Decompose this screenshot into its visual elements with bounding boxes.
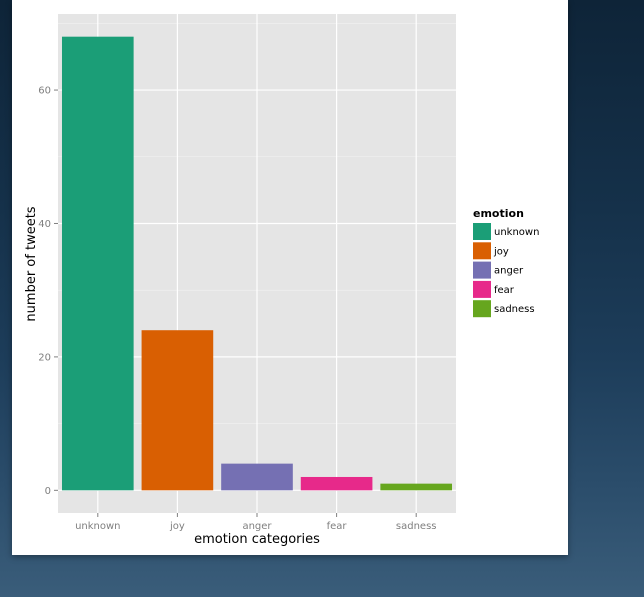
legend-swatch-sadness — [473, 300, 491, 318]
bar-joy — [141, 330, 214, 491]
x-axis-title: emotion categories — [194, 532, 320, 547]
x-tick-label: unknown — [75, 521, 120, 532]
y-axis-title: number of tweets — [24, 206, 39, 321]
legend-swatch-fear — [473, 280, 491, 298]
legend-label: unknown — [494, 227, 539, 238]
legend-swatch-joy — [473, 242, 491, 260]
plot-window: 0 20 40 60 unknown joy anger fear sadness emoti… — [12, 0, 568, 555]
legend-swatch-unknown — [473, 223, 491, 240]
y-tick-label: 40 — [38, 219, 51, 230]
y-tick-label: 20 — [38, 352, 51, 363]
bar-sadness — [380, 483, 453, 491]
y-tick-label: 0 — [45, 486, 51, 497]
x-tick-label: fear — [327, 521, 348, 532]
emotion-bar-chart: 0 20 40 60 unknown joy anger fear sadness emoti… — [24, 14, 539, 547]
bar-unknown — [61, 36, 134, 491]
legend-label: anger — [494, 266, 524, 277]
x-tick-label: sadness — [396, 521, 437, 532]
legend-label: joy — [493, 246, 509, 257]
x-tick-label: anger — [242, 521, 272, 532]
x-tick-label: joy — [169, 521, 185, 532]
legend: emotion unknown joy anger fear sadness — [473, 207, 539, 318]
legend-swatch-anger — [473, 261, 491, 279]
x-axis-ticks: unknown joy anger fear sadness — [75, 513, 437, 532]
legend-title: emotion — [473, 207, 524, 220]
bars — [61, 36, 453, 491]
y-tick-label: 60 — [38, 86, 51, 97]
y-axis-ticks: 0 20 40 60 — [38, 86, 58, 497]
legend-label: sadness — [494, 304, 535, 315]
bar-anger — [221, 463, 293, 491]
legend-label: fear — [494, 285, 515, 296]
bar-fear — [300, 476, 373, 491]
